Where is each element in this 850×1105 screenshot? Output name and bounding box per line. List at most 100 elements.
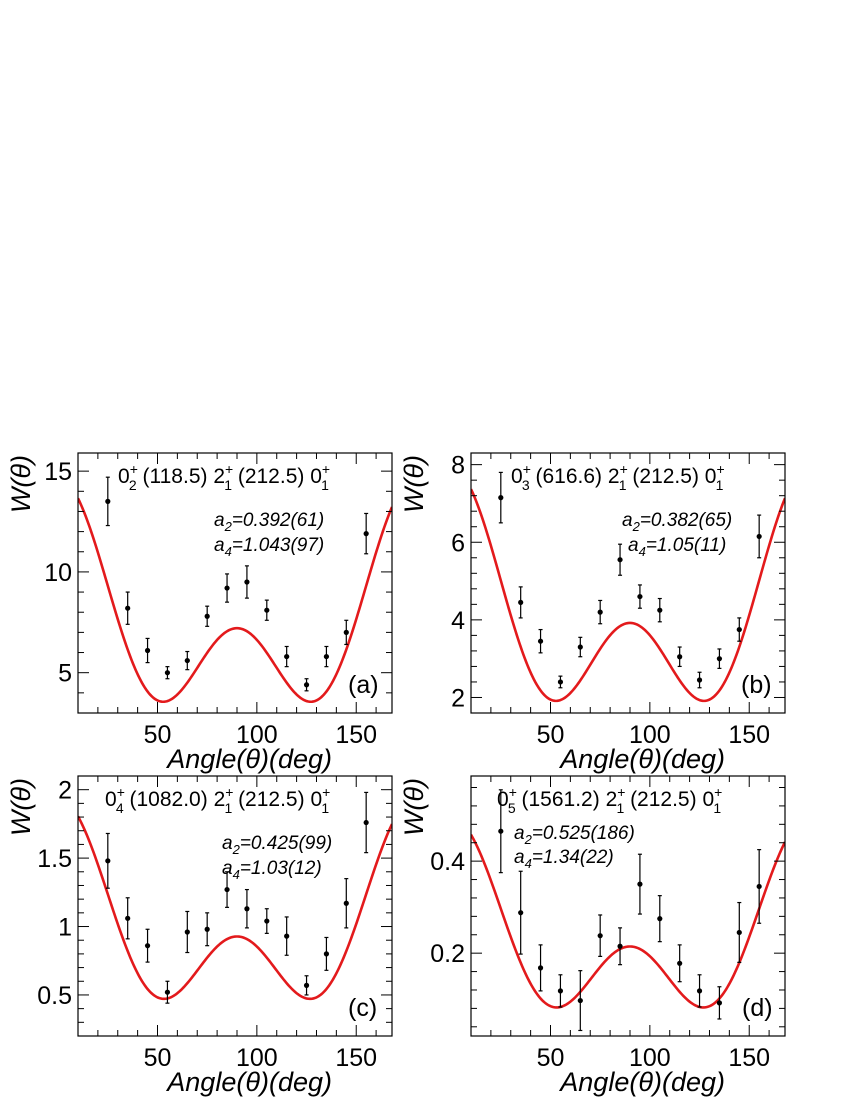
coefficient-a2: a2=0.425(99) (222, 833, 332, 857)
point-marker (756, 533, 762, 540)
cascade-label: 0+ 2 (118.5) 2+ 1 (212.5) 0+ 1 (118, 461, 330, 493)
point-marker (323, 951, 330, 957)
x-tick-label: 100 (236, 1044, 278, 1072)
y-tick-label: 4 (451, 607, 465, 635)
plot-frame (77, 775, 393, 1037)
data-point (557, 974, 564, 1008)
point-marker (303, 682, 310, 688)
data-point (657, 895, 663, 943)
y-axis-label: W(θ) (399, 778, 429, 836)
point-marker (518, 910, 524, 916)
data-point (224, 871, 230, 908)
point-marker (637, 881, 643, 887)
point-marker (577, 644, 583, 650)
point-marker (343, 629, 349, 635)
data-point (537, 944, 544, 992)
x-axis-label: Angle(θ)(deg) (165, 744, 332, 774)
point-marker (164, 670, 171, 676)
data-point (696, 974, 703, 1008)
data-point (184, 650, 190, 671)
point-marker (244, 579, 250, 585)
data-point (518, 870, 524, 955)
point-marker (537, 638, 544, 644)
panel-label: (d) (742, 994, 773, 1022)
x-tick-label: 100 (629, 721, 671, 749)
data-point (363, 791, 369, 854)
point-marker (184, 929, 190, 935)
data-point (657, 597, 663, 623)
x-axis-label: Angle(θ)(deg) (558, 1067, 725, 1097)
data-point (577, 970, 583, 1032)
y-tick-label: 15 (44, 458, 72, 486)
data-point (716, 648, 723, 669)
point-marker (677, 654, 683, 660)
point-marker (105, 498, 111, 504)
point-marker (303, 982, 310, 988)
data-point (264, 908, 270, 934)
data-point (125, 591, 131, 625)
data-point (617, 927, 623, 966)
point-marker (363, 531, 369, 537)
y-tick-label: 5 (58, 660, 72, 688)
data-point (637, 853, 643, 915)
panel-d: 50 100 150 0.2 0.4 Angle(θ)(deg) W(θ) (d) 0+ 5 (1… (399, 775, 786, 1097)
y-tick-label: 8 (451, 452, 465, 480)
data-point (617, 543, 623, 576)
data-point (284, 916, 290, 956)
data-point (518, 586, 524, 619)
data-point (597, 599, 603, 625)
point-marker (756, 883, 762, 890)
coefficient-a4: a4=1.34(22) (514, 847, 614, 871)
data-point (323, 936, 330, 971)
y-axis-label: W(θ) (6, 455, 36, 513)
panel-label: (c) (348, 994, 377, 1022)
point-marker (617, 557, 623, 563)
data-point (577, 636, 583, 658)
x-tick-label: 100 (629, 1044, 671, 1072)
point-marker (716, 656, 723, 662)
x-tick-label: 150 (728, 1044, 770, 1072)
data-point (696, 671, 703, 689)
point-marker (144, 647, 151, 654)
data-point (597, 914, 603, 957)
data-point (264, 599, 270, 621)
data-point (677, 646, 683, 668)
point-marker (557, 988, 564, 994)
y-tick-label: 0.2 (430, 940, 465, 968)
point-marker (696, 988, 703, 994)
data-point (343, 619, 349, 646)
coefficient-a4: a4=1.043(97) (214, 535, 324, 559)
point-marker (284, 653, 290, 660)
point-marker (677, 960, 683, 966)
point-marker (204, 613, 210, 619)
point-marker (363, 819, 369, 826)
y-tick-label: 0.5 (37, 982, 72, 1010)
data-point (244, 565, 250, 599)
x-tick-label: 150 (335, 1044, 377, 1072)
data-point (323, 645, 330, 668)
data-point (244, 888, 250, 929)
point-marker (284, 933, 290, 939)
y-tick-label: 2 (451, 684, 465, 712)
coefficient-a4: a4=1.03(12) (222, 858, 322, 882)
data-point (303, 678, 310, 692)
x-axis-label: Angle(θ)(deg) (165, 1067, 332, 1097)
point-marker (518, 599, 524, 606)
panel-a: 50 100 150 5 10 15 Angle(θ)(deg) W(θ) (a) 0+ 2 (11… (6, 452, 393, 774)
data-point (736, 617, 742, 642)
data-point (756, 514, 762, 559)
plot-frame (77, 452, 393, 714)
point-marker (577, 997, 583, 1004)
data-point (716, 986, 723, 1020)
cascade-label: 0+ 3 (616.6) 2+ 1 (212.5) 0+ 1 (511, 461, 725, 493)
x-tick-label: 50 (537, 721, 565, 749)
data-point (637, 584, 643, 609)
point-marker (657, 607, 663, 613)
coefficient-a2: a2=0.392(61) (214, 510, 324, 534)
data-point (204, 912, 210, 947)
x-tick-label: 50 (144, 721, 172, 749)
point-marker (637, 593, 643, 600)
data-point (498, 789, 504, 874)
